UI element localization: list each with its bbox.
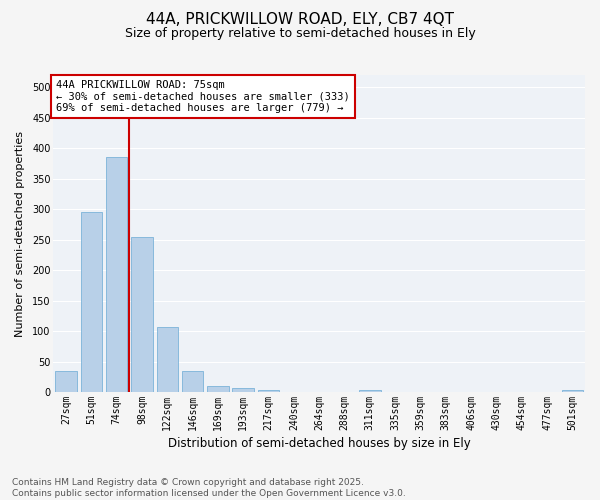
Text: Contains HM Land Registry data © Crown copyright and database right 2025.
Contai: Contains HM Land Registry data © Crown c… bbox=[12, 478, 406, 498]
Bar bbox=[207, 386, 229, 392]
Bar bbox=[182, 370, 203, 392]
Bar bbox=[55, 370, 77, 392]
Bar bbox=[106, 158, 127, 392]
Bar bbox=[131, 236, 153, 392]
Bar bbox=[232, 388, 254, 392]
Y-axis label: Number of semi-detached properties: Number of semi-detached properties bbox=[15, 130, 25, 336]
Text: 44A PRICKWILLOW ROAD: 75sqm
← 30% of semi-detached houses are smaller (333)
69% : 44A PRICKWILLOW ROAD: 75sqm ← 30% of sem… bbox=[56, 80, 350, 113]
Bar bbox=[258, 390, 279, 392]
Bar bbox=[157, 327, 178, 392]
Bar bbox=[359, 390, 380, 392]
Bar bbox=[80, 212, 102, 392]
Bar bbox=[562, 390, 583, 392]
Text: Size of property relative to semi-detached houses in Ely: Size of property relative to semi-detach… bbox=[125, 28, 475, 40]
X-axis label: Distribution of semi-detached houses by size in Ely: Distribution of semi-detached houses by … bbox=[168, 437, 470, 450]
Text: 44A, PRICKWILLOW ROAD, ELY, CB7 4QT: 44A, PRICKWILLOW ROAD, ELY, CB7 4QT bbox=[146, 12, 454, 28]
